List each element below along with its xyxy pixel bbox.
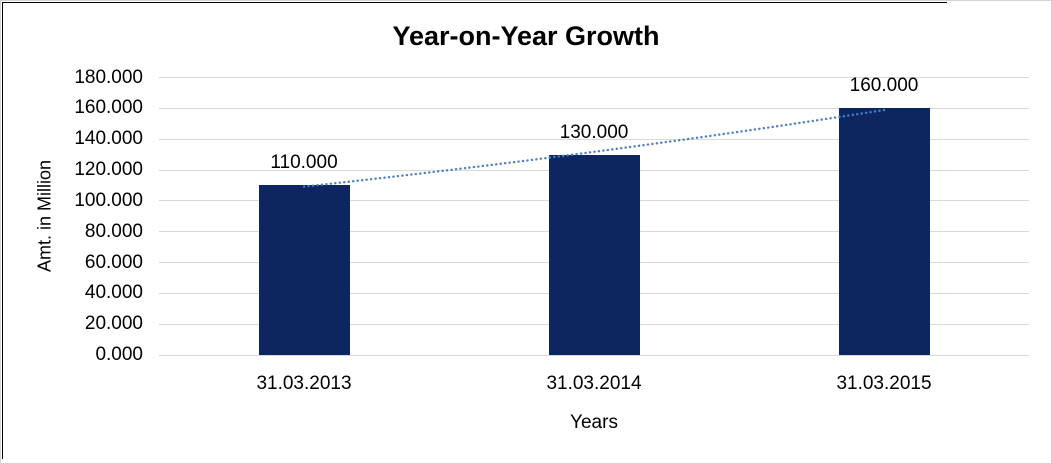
bar bbox=[838, 108, 930, 355]
x-tick-label: 31.03.2015 bbox=[836, 373, 932, 394]
gridline bbox=[159, 77, 1029, 78]
chart-title: Year-on-Year Growth bbox=[392, 21, 660, 51]
y-tick-label: 140.000 bbox=[74, 128, 143, 150]
y-tick-label: 60.000 bbox=[84, 251, 143, 273]
x-axis-title: Years bbox=[570, 412, 618, 433]
x-tick-label: 31.03.2014 bbox=[546, 373, 642, 394]
y-tick-label: 80.000 bbox=[84, 220, 143, 242]
y-tick-label: 0.000 bbox=[95, 344, 143, 365]
y-tick-label: 20.000 bbox=[84, 313, 143, 335]
y-tick-label: 160.000 bbox=[74, 97, 143, 119]
chart-border-left bbox=[2, 2, 3, 459]
data-label: 110.000 bbox=[270, 152, 338, 174]
bar bbox=[258, 185, 350, 355]
y-tick-label: 180.000 bbox=[74, 66, 143, 88]
chart-border-top bbox=[2, 2, 947, 3]
data-label: 160.000 bbox=[849, 75, 919, 97]
bar bbox=[548, 154, 640, 355]
gridline bbox=[159, 107, 1029, 109]
y-tick-label: 40.000 bbox=[84, 282, 143, 304]
data-label: 130.000 bbox=[559, 121, 629, 143]
x-tick-label: 31.03.2013 bbox=[256, 373, 352, 394]
y-tick-label: 100.000 bbox=[74, 189, 143, 211]
gridline bbox=[159, 354, 1029, 356]
y-tick-label: 120.000 bbox=[74, 159, 143, 180]
